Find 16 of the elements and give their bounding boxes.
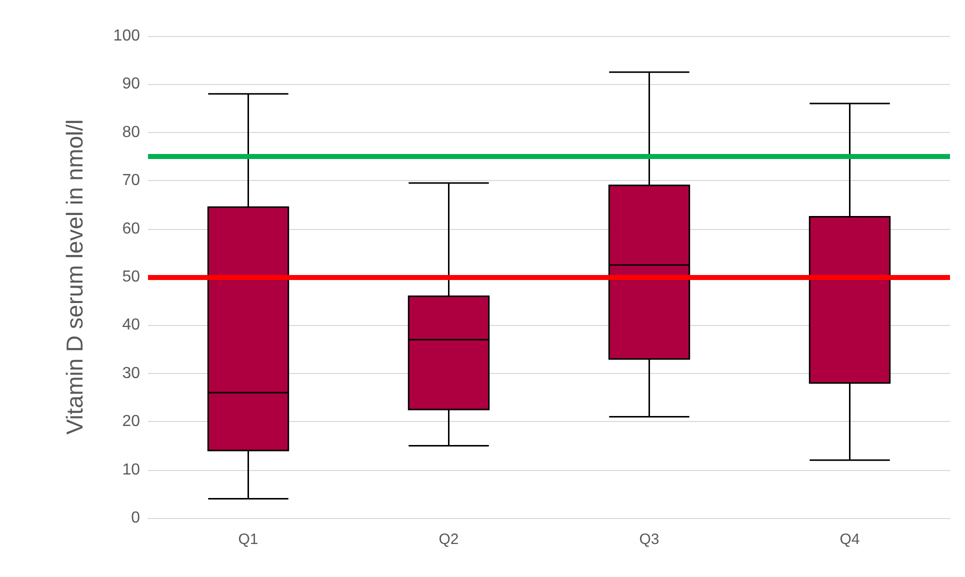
y-axis-title: Vitamin D serum level in nmol/l	[62, 119, 88, 435]
y-tick-label: 70	[122, 172, 140, 190]
y-tick-label: 60	[122, 220, 140, 238]
y-tick-label: 10	[122, 461, 140, 478]
y-tick-label: 80	[122, 124, 140, 141]
y-tick-label: 50	[122, 268, 140, 286]
x-tick-label: Q1	[238, 531, 258, 548]
y-tick-label: 0	[131, 510, 140, 526]
y-tick-label: 100	[113, 28, 140, 44]
y-tick-label: 40	[122, 316, 140, 334]
y-tick-label: 90	[122, 76, 140, 93]
x-tick-label: Q2	[438, 531, 459, 548]
y-tick-label: 30	[122, 364, 140, 382]
x-tick-label: Q4	[840, 531, 860, 548]
x-tick-label: Q3	[639, 531, 660, 548]
y-tick-label: 20	[122, 413, 140, 430]
